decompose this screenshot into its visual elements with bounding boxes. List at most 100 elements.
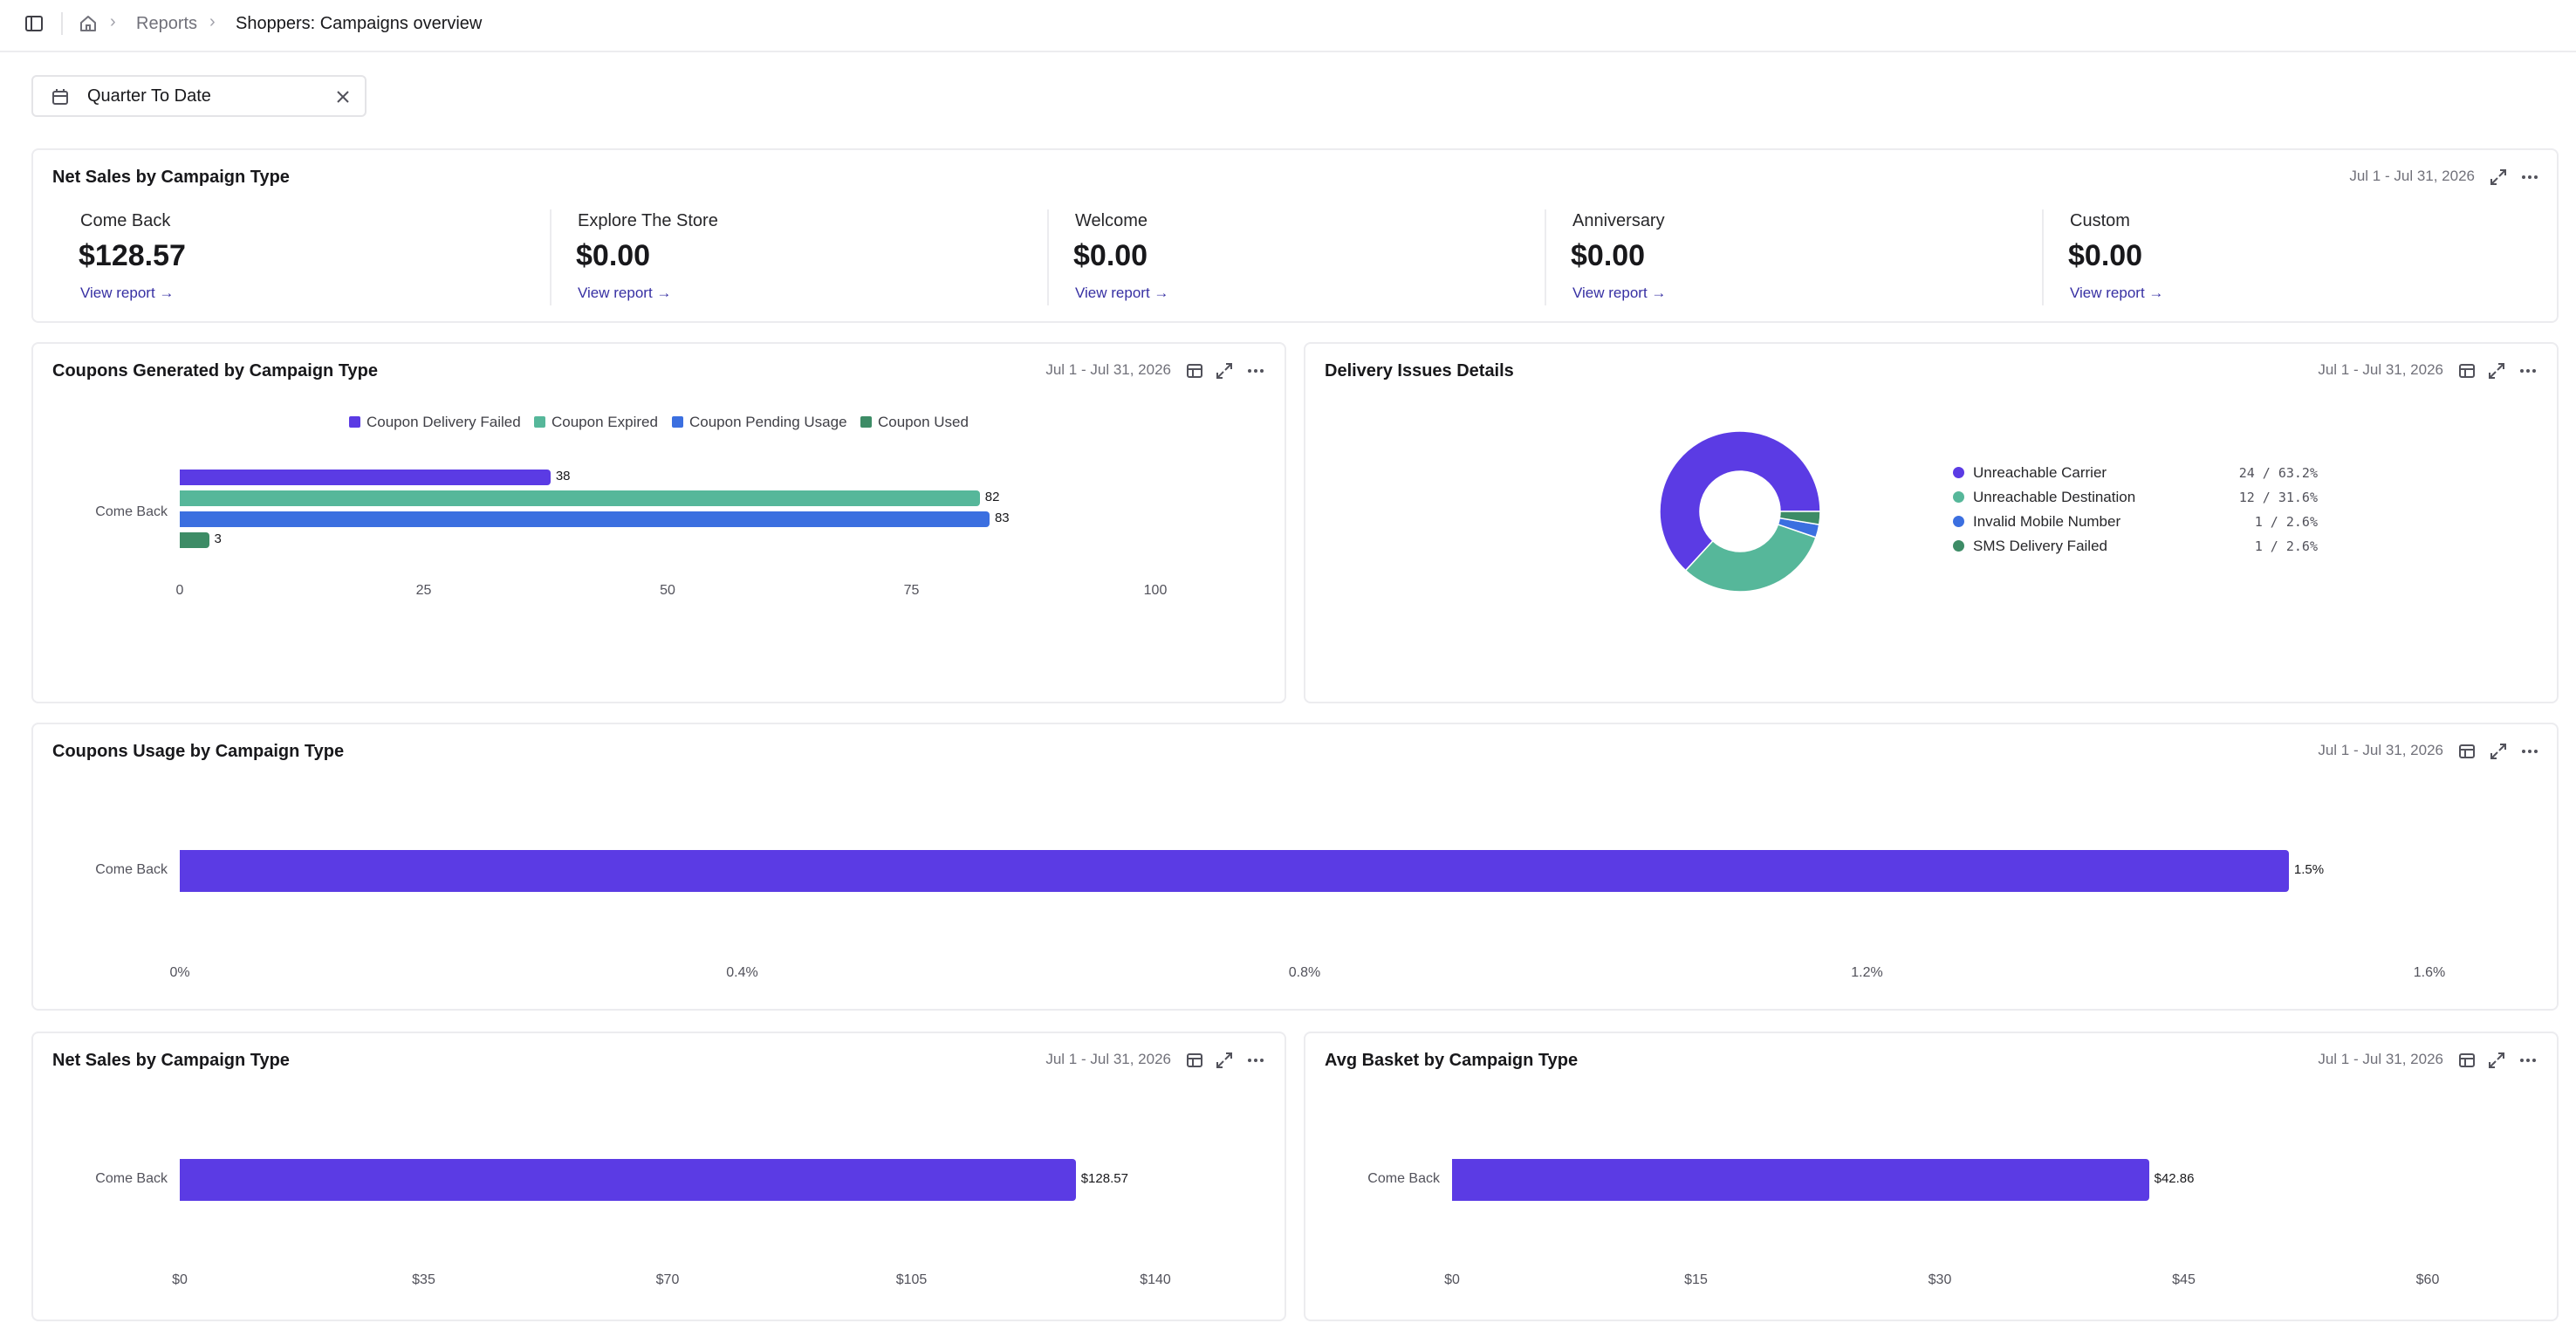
x-tick-label: 1.2% [1851,965,1883,980]
chevron-right-icon: › [110,12,116,31]
x-tick-label: 25 [415,583,432,598]
donut-slice-unreachable-carrier[interactable] [1659,430,1821,572]
divider [1047,209,1049,305]
card-date-range: Jul 1 - Jul 31, 2026 [1045,361,1171,378]
x-tick-label: $70 [655,1272,680,1287]
expand-icon[interactable] [2487,1051,2506,1070]
divider [550,209,552,305]
expand-icon[interactable] [1215,361,1234,380]
more-options-icon[interactable] [1246,361,1265,380]
legend-item-sms-delivery-failed[interactable]: SMS Delivery Failed [1953,538,2107,555]
legend-item-unreachable-carrier[interactable]: Unreachable Carrier [1953,464,2107,482]
bar-come-back[interactable] [180,1159,1076,1201]
clear-filter-icon[interactable] [335,89,351,105]
bar-coupon-pending-usage[interactable] [180,511,990,527]
expand-icon[interactable] [2487,361,2506,380]
view-report-link[interactable]: View report → [1075,285,1169,301]
more-options-icon[interactable] [2518,361,2538,380]
divider [1545,209,1546,305]
bar-value-label: 83 [994,511,1010,525]
card-date-range: Jul 1 - Jul 31, 2026 [2318,1051,2443,1067]
bar-coupon-used[interactable] [180,532,209,548]
legend-swatch [860,416,872,428]
category-label: Come Back [95,862,168,877]
bar-value-label: 82 [984,490,1000,504]
legend-item-pending-usage[interactable]: Coupon Pending Usage [672,414,847,431]
x-tick-label: $45 [2172,1272,2196,1287]
bar-come-back[interactable] [180,850,2289,892]
bar-value-label: $42.86 [2154,1171,2195,1186]
legend-swatch [534,416,545,428]
expand-icon[interactable] [1215,1051,1234,1070]
delivery-issues-card: Delivery Issues Details Jul 1 - Jul 31, … [1304,342,2559,703]
legend-item-expired[interactable]: Coupon Expired [534,414,658,431]
card-title: Coupons Generated by Campaign Type [52,361,379,380]
legend-dot [1953,516,1964,527]
table-view-icon[interactable] [2457,742,2477,761]
card-title: Delivery Issues Details [1325,361,1514,380]
x-tick-label: 0 [175,583,184,598]
legend-dot [1953,467,1964,478]
table-view-icon[interactable] [2457,1051,2477,1070]
legend-swatch [349,416,360,428]
view-report-link[interactable]: View report → [1572,285,1667,301]
breadcrumb-reports[interactable]: Reports [136,14,198,33]
more-options-icon[interactable] [2518,1051,2538,1070]
sidebar-toggle-icon[interactable] [24,14,44,33]
x-tick-label: 1.6% [2413,965,2446,980]
legend-label: Invalid Mobile Number [1973,513,2121,530]
kpi-label: Explore The Store [578,211,718,230]
legend-item-invalid-mobile-number[interactable]: Invalid Mobile Number [1953,513,2120,531]
x-tick-label: 75 [903,583,920,598]
bar-coupon-expired[interactable] [180,490,980,506]
legend-item-delivery-failed[interactable]: Coupon Delivery Failed [349,414,521,431]
bar-come-back[interactable] [1452,1159,2149,1201]
table-view-icon[interactable] [2457,361,2477,380]
view-report-link[interactable]: View report → [578,285,672,301]
home-icon[interactable] [79,14,98,33]
legend-dot [1953,540,1964,552]
x-tick-label: $60 [2415,1272,2440,1287]
coupons-generated-card: Coupons Generated by Campaign Type Jul 1… [31,342,1286,703]
legend-dot [1953,491,1964,503]
divider [61,12,63,35]
legend-label: Coupon Used [878,414,969,430]
donut-slice-unreachable-destination[interactable] [1684,523,1817,593]
x-tick-label: $15 [1684,1272,1708,1287]
x-tick-label: $35 [412,1272,435,1287]
view-report-link[interactable]: View report → [80,285,175,301]
x-tick-label: 0.8% [1288,965,1321,980]
kpi-value: $0.00 [576,239,651,272]
table-view-icon[interactable] [1185,361,1204,380]
more-options-icon[interactable] [1246,1051,1265,1070]
legend-item-used[interactable]: Coupon Used [860,414,969,431]
divider [2042,209,2044,305]
card-date-range: Jul 1 - Jul 31, 2026 [2318,742,2443,758]
x-tick-label: $30 [1928,1272,1952,1287]
date-range-filter[interactable]: Quarter To Date [31,75,367,117]
card-title: Coupons Usage by Campaign Type [52,742,345,761]
date-range-value: Quarter To Date [87,86,211,106]
bar-value-label: $128.57 [1080,1171,1128,1186]
more-options-icon[interactable] [2520,168,2539,187]
donut-slice-sms-delivery-failed[interactable] [1778,511,1821,526]
coupons-usage-card: Coupons Usage by Campaign Type Jul 1 - J… [31,723,2559,1011]
bar-coupon-delivery-failed[interactable] [180,470,551,485]
avg-basket-card: Avg Basket by Campaign Type Jul 1 - Jul … [1304,1032,2559,1321]
bar-value-label: 3 [214,531,222,546]
card-date-range: Jul 1 - Jul 31, 2026 [2349,168,2475,184]
card-title: Net Sales by Campaign Type [52,168,290,187]
view-report-link[interactable]: View report → [2070,285,2164,301]
expand-icon[interactable] [2489,168,2508,187]
expand-icon[interactable] [2489,742,2508,761]
legend-item-unreachable-destination[interactable]: Unreachable Destination [1953,489,2135,506]
legend-label: Coupon Pending Usage [689,414,847,430]
net-sales-kpi-card: Net Sales by Campaign Type Jul 1 - Jul 3… [31,148,2559,323]
legend-label: Unreachable Destination [1973,489,2136,505]
legend-value: 1 / 2.6% [2254,538,2318,554]
kpi-label: Come Back [80,211,171,230]
donut-chart [1659,430,1821,593]
table-view-icon[interactable] [1185,1051,1204,1070]
more-options-icon[interactable] [2520,742,2539,761]
kpi-value: $0.00 [1571,239,1646,272]
